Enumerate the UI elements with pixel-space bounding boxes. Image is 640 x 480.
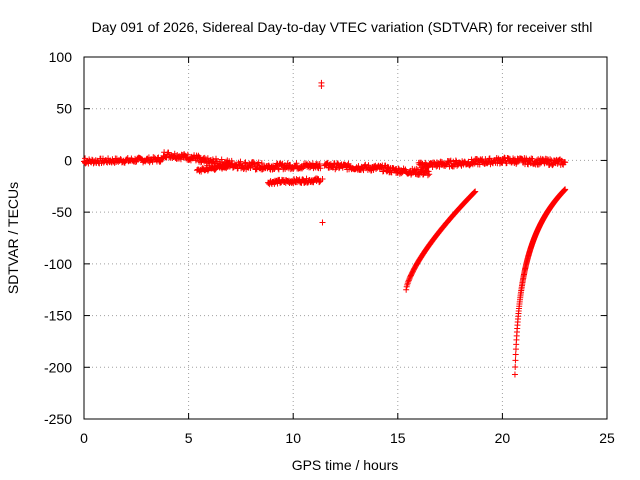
data-point <box>227 162 234 169</box>
data-point <box>247 164 254 171</box>
data-point <box>512 351 519 358</box>
y-tick-label: 50 <box>56 101 72 117</box>
y-tick-label: -100 <box>44 256 72 272</box>
data-point <box>413 165 420 172</box>
data-point <box>472 188 479 195</box>
data-point <box>317 165 324 172</box>
y-tick-label: -50 <box>52 204 72 220</box>
data-point <box>339 164 346 171</box>
data-point <box>404 280 411 287</box>
data-point <box>355 163 362 170</box>
data-point <box>471 160 478 167</box>
x-tick-label: 15 <box>390 430 406 446</box>
y-axis-ticks: 100 50 0 -50 -100 -150 -200 -250 <box>44 49 607 427</box>
data-point <box>319 219 326 226</box>
data-point <box>293 160 300 167</box>
data-point <box>204 167 211 174</box>
data-point <box>511 371 518 378</box>
data-point <box>237 158 244 165</box>
data-point <box>236 162 243 169</box>
data-point <box>562 186 569 193</box>
data-point <box>275 165 282 172</box>
data-point <box>426 171 433 178</box>
data-point <box>209 156 216 163</box>
data-point <box>133 158 140 165</box>
data-point <box>549 162 556 169</box>
data-point <box>327 161 334 168</box>
data-point <box>529 155 536 162</box>
data-point <box>471 189 478 196</box>
data-point <box>402 166 409 173</box>
data-point <box>156 158 163 165</box>
y-tick-label: -250 <box>44 411 72 427</box>
data-point <box>82 159 89 166</box>
data-point <box>452 157 459 164</box>
data-point <box>218 156 225 163</box>
y-tick-label: 0 <box>64 152 72 168</box>
data-point <box>274 180 281 187</box>
data-point <box>554 160 561 167</box>
x-tick-label: 10 <box>285 430 301 446</box>
y-tick-label: -200 <box>44 359 72 375</box>
x-tick-label: 0 <box>80 430 88 446</box>
y-tick-label: 100 <box>49 49 73 65</box>
data-point <box>424 172 431 179</box>
data-point <box>329 163 336 170</box>
grid-lines <box>84 57 607 419</box>
data-point <box>299 176 306 183</box>
data-point <box>251 160 258 167</box>
data-point <box>512 363 519 370</box>
data-point <box>212 166 219 173</box>
data-point <box>318 82 325 89</box>
data-point <box>132 159 139 166</box>
plot-frame <box>83 56 608 420</box>
data-point <box>316 178 323 185</box>
data-point <box>316 161 323 168</box>
data-point <box>155 154 162 161</box>
data-point <box>512 357 519 364</box>
x-tick-label: 5 <box>185 430 193 446</box>
data-point <box>447 157 454 164</box>
data-point <box>403 286 410 293</box>
data-point <box>370 166 377 173</box>
data-point <box>255 159 262 166</box>
data-point <box>228 157 235 164</box>
data-point <box>242 159 249 166</box>
y-axis-label: SDTVAR / TECUs <box>5 182 21 294</box>
data-point <box>405 278 412 285</box>
data-point <box>562 159 569 166</box>
data-point <box>184 151 191 158</box>
data-point <box>476 161 483 168</box>
data-points <box>81 79 569 378</box>
x-axis-label: GPS time / hours <box>292 457 399 473</box>
data-point <box>525 161 532 168</box>
data-point <box>319 176 326 183</box>
data-point <box>278 161 285 168</box>
data-point <box>250 159 257 166</box>
data-point <box>405 277 412 284</box>
data-point <box>345 160 352 167</box>
data-point <box>316 179 323 186</box>
data-point <box>547 156 554 163</box>
y-tick-label: -150 <box>44 308 72 324</box>
x-axis-ticks: 0 5 10 15 20 25 <box>80 57 615 446</box>
chart-title: Day 091 of 2026, Sidereal Day-to-day VTE… <box>92 19 593 35</box>
data-point <box>471 188 478 195</box>
x-tick-label: 20 <box>495 430 511 446</box>
data-point <box>226 161 233 168</box>
x-tick-label: 25 <box>599 430 615 446</box>
data-point <box>314 175 321 182</box>
